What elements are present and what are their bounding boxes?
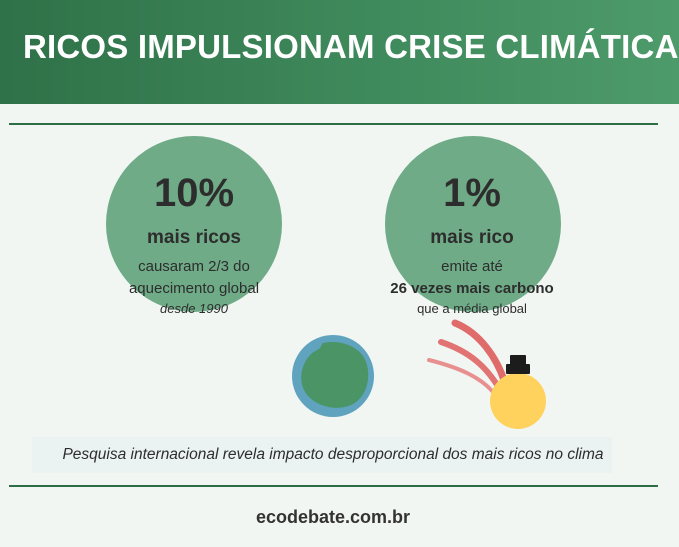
stat-value: 10% <box>153 171 235 215</box>
caption-background <box>32 437 612 473</box>
stat-note: que a média global <box>417 301 527 316</box>
page-title: RICOS IMPULSIONAM CRISE CLIMÁTICA <box>23 28 679 65</box>
footer-site: ecodebate.com.br <box>255 507 411 527</box>
stat-value: 1% <box>443 171 501 215</box>
stat-note: desde 1990 <box>160 301 228 316</box>
stat-desc-line1: emite até <box>441 258 503 275</box>
stat-card-richest-1: 1% mais rico emite até 26 vezes mais car… <box>362 173 582 316</box>
top-divider <box>9 123 658 125</box>
stat-circle-richest-10 <box>106 136 282 312</box>
stat-desc-line2: 26 vezes mais carbono <box>390 280 554 297</box>
globe-icon <box>292 335 374 417</box>
stat-label: mais ricos <box>147 227 241 248</box>
stat-card-richest-10: 10% mais ricos causaram 2/3 do aquecimen… <box>94 173 294 316</box>
stat-desc-line1: causaram 2/3 do <box>138 258 250 275</box>
stat-label: mais rico <box>430 227 514 248</box>
bulb-emission-icon <box>427 319 546 429</box>
header-banner: RICOS IMPULSIONAM CRISE CLIMÁTICA <box>0 0 679 104</box>
stat-circle-richest-1 <box>385 136 561 312</box>
caption-text: Pesquisa internacional revela impacto de… <box>62 446 604 463</box>
stat-desc-line2: aquecimento global <box>128 280 260 297</box>
bottom-divider <box>9 485 658 487</box>
